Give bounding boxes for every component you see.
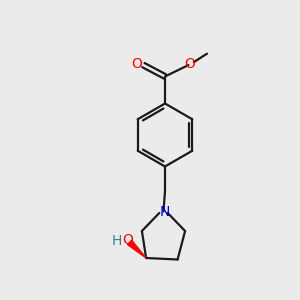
- Text: O: O: [184, 57, 195, 70]
- Text: H: H: [112, 234, 122, 248]
- Text: O: O: [123, 233, 134, 247]
- Text: O: O: [131, 57, 142, 70]
- Text: N: N: [160, 205, 170, 218]
- Polygon shape: [128, 240, 146, 258]
